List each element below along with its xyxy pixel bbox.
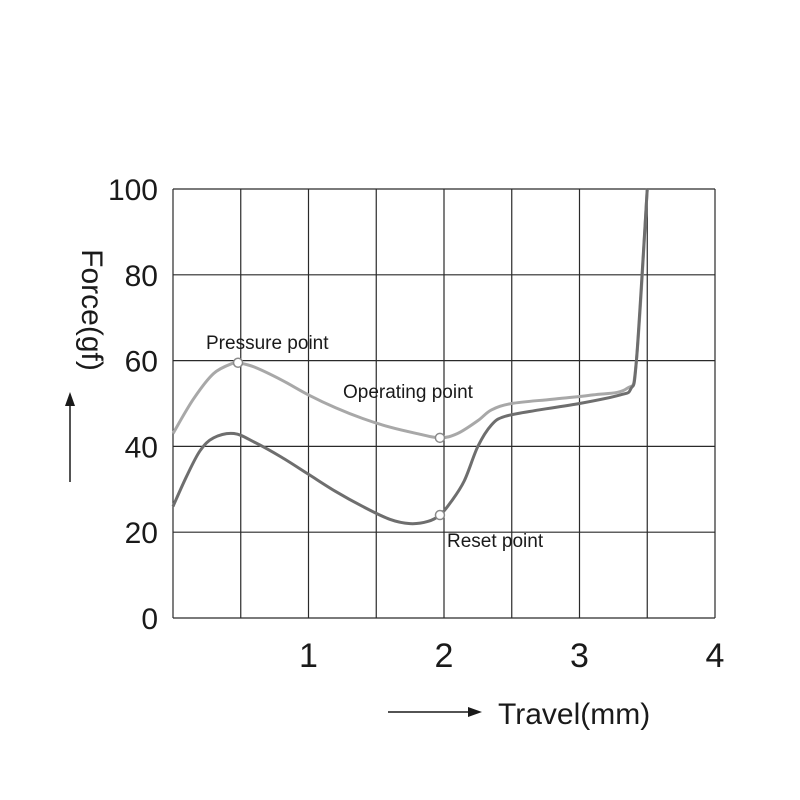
x-tick-label: 4 — [706, 637, 725, 675]
y-tick-label: 100 — [108, 174, 158, 207]
x-axis-title: Travel(mm) — [498, 698, 650, 731]
y-axis-arrow-head — [65, 392, 75, 406]
x-tick-label: 3 — [570, 637, 589, 675]
y-tick-label: 60 — [125, 346, 158, 379]
series-group — [171, 188, 649, 526]
annotation-point-marker — [434, 432, 446, 444]
y-tick-label: 80 — [125, 260, 158, 293]
y-tick-label: 20 — [125, 517, 158, 550]
annotation-point-marker — [232, 357, 244, 368]
annotation-reset-point: Reset point — [447, 531, 544, 552]
grid — [172, 188, 716, 619]
x-tick-label: 2 — [435, 637, 454, 675]
y-tick-label: 40 — [125, 431, 158, 464]
tick-labels: 0 20 40 60 80 100 1 2 3 4 — [108, 174, 725, 675]
x-axis-arrow-head — [468, 707, 482, 717]
series-line-reset — [171, 188, 649, 526]
y-tick-label: 0 — [141, 603, 158, 636]
annotation-markers — [232, 357, 446, 521]
annotation-operating-point: Operating point — [343, 382, 474, 403]
annotation-point-marker — [434, 509, 446, 521]
y-axis-title: Force(gf) — [75, 249, 108, 371]
annotation-pressure-point: Pressure point — [206, 333, 329, 354]
x-tick-label: 1 — [299, 637, 318, 675]
